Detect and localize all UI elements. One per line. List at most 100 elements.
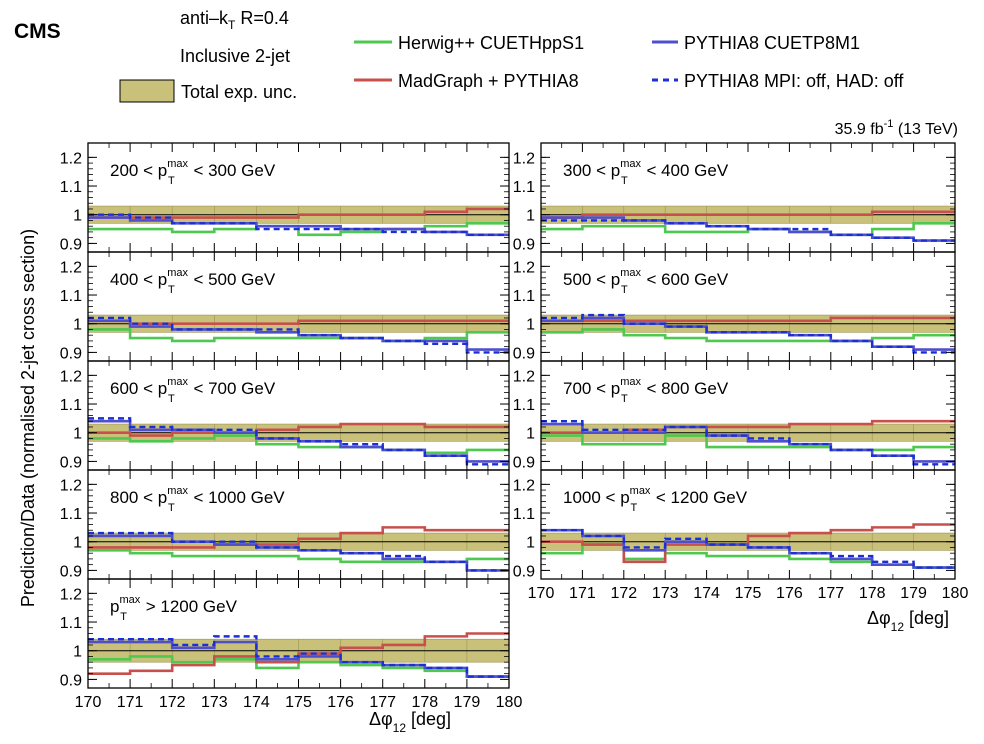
panel-plot-area (541, 313, 955, 354)
series-madgraph (88, 422, 509, 437)
legend-pythia-label: PYTHIA8 CUETP8M1 (684, 33, 860, 53)
series-pythia-off (88, 213, 509, 236)
series-pythia-off (541, 420, 955, 466)
panel-label: 1000 < pmax T < 1200 GeV (563, 485, 748, 514)
x-tick-label: 176 (776, 585, 803, 602)
series-pythia-off (541, 219, 955, 242)
selection-label: Inclusive 2-jet (180, 46, 290, 66)
panel-1: 0.9 1 1.1 1.2 300 < pmax T < 400 GeV (513, 142, 956, 253)
y-tick-label: 1.1 (60, 506, 82, 523)
series-pythia-off (88, 316, 509, 354)
series-pythia-off (541, 313, 955, 354)
x-tick-label: 175 (285, 694, 312, 711)
y-axis-title: Prediction/Data (normalised 2-jet cross … (18, 229, 38, 607)
series-pythia-off (541, 529, 955, 569)
y-tick-label: 1.1 (60, 288, 82, 305)
panel-0: 0.9 1 1.1 1.2 200 < pmax T < 300 GeV (60, 142, 510, 253)
x-tick-label: 177 (817, 585, 844, 602)
panel-7: 0.9 1 1.1 1.2 170 171 172 173 174 175 176 177 178 179… (513, 469, 969, 602)
x-tick-label: 171 (117, 694, 144, 711)
y-tick-label: 1.2 (513, 368, 535, 385)
y-tick-label: 1.1 (513, 506, 535, 523)
y-tick-label: 1 (73, 535, 82, 552)
panel-plot-area (541, 205, 955, 242)
series-herwig (88, 222, 509, 237)
x-tick-label: 173 (652, 585, 679, 602)
y-tick-label: 0.9 (60, 563, 82, 580)
panel-label: pmax T > 1200 GeV (110, 594, 238, 623)
y-tick-label: 1.1 (60, 179, 82, 196)
panel-2: 0.9 1 1.1 1.2 400 < pmax T < 500 GeV (60, 251, 510, 362)
y-tick-label: 1.2 (60, 259, 82, 276)
legend-pythia-off-label: PYTHIA8 MPI: off, HAD: off (684, 71, 904, 91)
panel-plot-area (88, 526, 509, 572)
y-tick-label: 1 (73, 426, 82, 443)
y-tick-label: 0.9 (513, 236, 535, 253)
panel-plot-area (541, 523, 955, 569)
legend-herwig-label: Herwig++ CUETHppS1 (398, 33, 584, 53)
y-tick-label: 1.1 (60, 397, 82, 414)
x-tick-label: 170 (75, 694, 102, 711)
series-herwig (541, 328, 955, 343)
panel-label: 700 < pmax T < 800 GeV (563, 376, 729, 405)
y-tick-label: 1.1 (60, 615, 82, 632)
y-tick-label: 0.9 (513, 563, 535, 580)
x-axis-title-left: Δφ12 [deg] (369, 709, 451, 735)
y-tick-label: 1.2 (513, 477, 535, 494)
panel-5: 0.9 1 1.1 1.2 700 < pmax T < 800 GeV (513, 360, 956, 471)
y-tick-label: 0.9 (513, 345, 535, 362)
panel-8: 0.9 1 1.1 1.2 170 171 172 173 174 175 176 177 178 179… (60, 578, 522, 711)
uncertainty-legend-label: Total exp. unc. (181, 82, 297, 102)
series-pythia-off (88, 531, 509, 572)
panel-label: 400 < pmax T < 500 GeV (110, 267, 276, 296)
y-tick-label: 1.2 (60, 586, 82, 603)
y-tick-label: 1 (73, 644, 82, 661)
algorithm-label: anti–kT R=0.4 (180, 8, 289, 32)
y-tick-label: 1 (526, 317, 535, 334)
y-tick-label: 1.1 (513, 288, 535, 305)
uncertainty-legend-swatch (119, 79, 175, 103)
legend: Herwig++ CUETHppS1 MadGraph + PYTHIA8 PY… (354, 33, 904, 91)
panel-plot-area (88, 417, 509, 466)
y-tick-label: 1.2 (60, 368, 82, 385)
series-madgraph (541, 210, 955, 219)
y-tick-label: 1.2 (513, 259, 535, 276)
x-tick-label: 180 (942, 585, 969, 602)
series-madgraph (541, 316, 955, 323)
x-tick-label: 178 (859, 585, 886, 602)
panel-label: 600 < pmax T < 700 GeV (110, 376, 276, 405)
series-herwig (88, 328, 509, 343)
series-herwig (88, 549, 509, 564)
y-tick-label: 0.9 (60, 454, 82, 471)
series-pythia-off (88, 417, 509, 466)
y-tick-label: 0.9 (60, 236, 82, 253)
x-tick-label: 173 (201, 694, 228, 711)
y-tick-label: 1.2 (513, 150, 535, 167)
series-pythia (88, 216, 509, 237)
panel-frame (540, 360, 956, 471)
y-tick-label: 1 (73, 317, 82, 334)
x-tick-label: 177 (369, 694, 396, 711)
x-tick-label: 175 (735, 585, 762, 602)
panel-plot-area (88, 632, 509, 678)
panel-3: 0.9 1 1.1 1.2 500 < pmax T < 600 GeV (513, 251, 956, 362)
x-tick-label: 179 (900, 585, 927, 602)
y-tick-label: 0.9 (60, 345, 82, 362)
x-tick-label: 174 (243, 694, 270, 711)
x-tick-label: 171 (569, 585, 596, 602)
y-tick-label: 0.9 (60, 672, 82, 689)
y-tick-label: 1.2 (60, 150, 82, 167)
panel-plot-area (88, 205, 509, 237)
panels: 0.9 1 1.1 1.2 200 < pmax T < 300 GeV 0.9 1 1.1 1.… (60, 142, 969, 711)
series-madgraph (88, 207, 509, 219)
x-tick-label: 179 (454, 694, 481, 711)
y-tick-label: 1 (73, 208, 82, 225)
legend-madgraph-label: MadGraph + PYTHIA8 (398, 71, 579, 91)
y-tick-label: 1 (526, 426, 535, 443)
series-herwig (88, 655, 509, 678)
panel-label: 300 < pmax T < 400 GeV (563, 158, 729, 187)
y-tick-label: 1.2 (60, 477, 82, 494)
x-tick-label: 178 (411, 694, 438, 711)
panel-frame (540, 142, 956, 253)
